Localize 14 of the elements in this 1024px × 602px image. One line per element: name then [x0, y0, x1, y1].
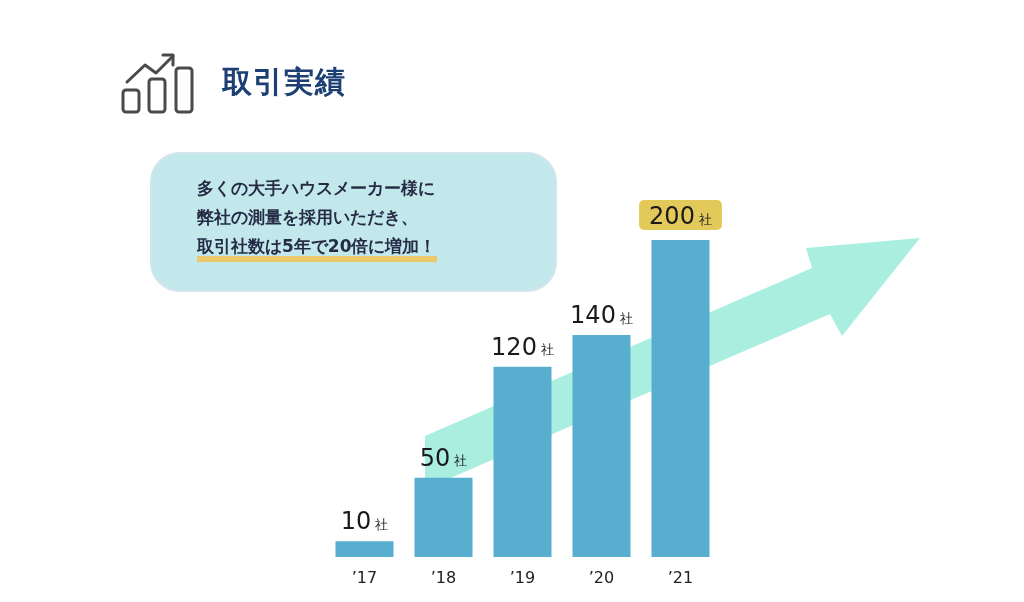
bar — [572, 335, 631, 557]
bar — [414, 477, 473, 557]
bar — [651, 240, 710, 557]
bar — [335, 541, 394, 557]
x-tick-label: ’21 — [667, 567, 694, 587]
text: 弊社の測量を採用いただき、 — [197, 206, 419, 229]
annotation: 取引社数は5年で20倍に増加！ — [197, 234, 437, 262]
chart-title: 取引実績 — [222, 63, 346, 101]
x-tick-label: ’19 — [509, 567, 536, 587]
text: 多くの大手ハウスメーカー様に — [197, 177, 436, 200]
x-tick-label: ’20 — [588, 567, 615, 587]
x-tick-label: ’18 — [430, 567, 457, 587]
x-tick-label: ’17 — [351, 567, 378, 587]
bar — [493, 366, 552, 557]
